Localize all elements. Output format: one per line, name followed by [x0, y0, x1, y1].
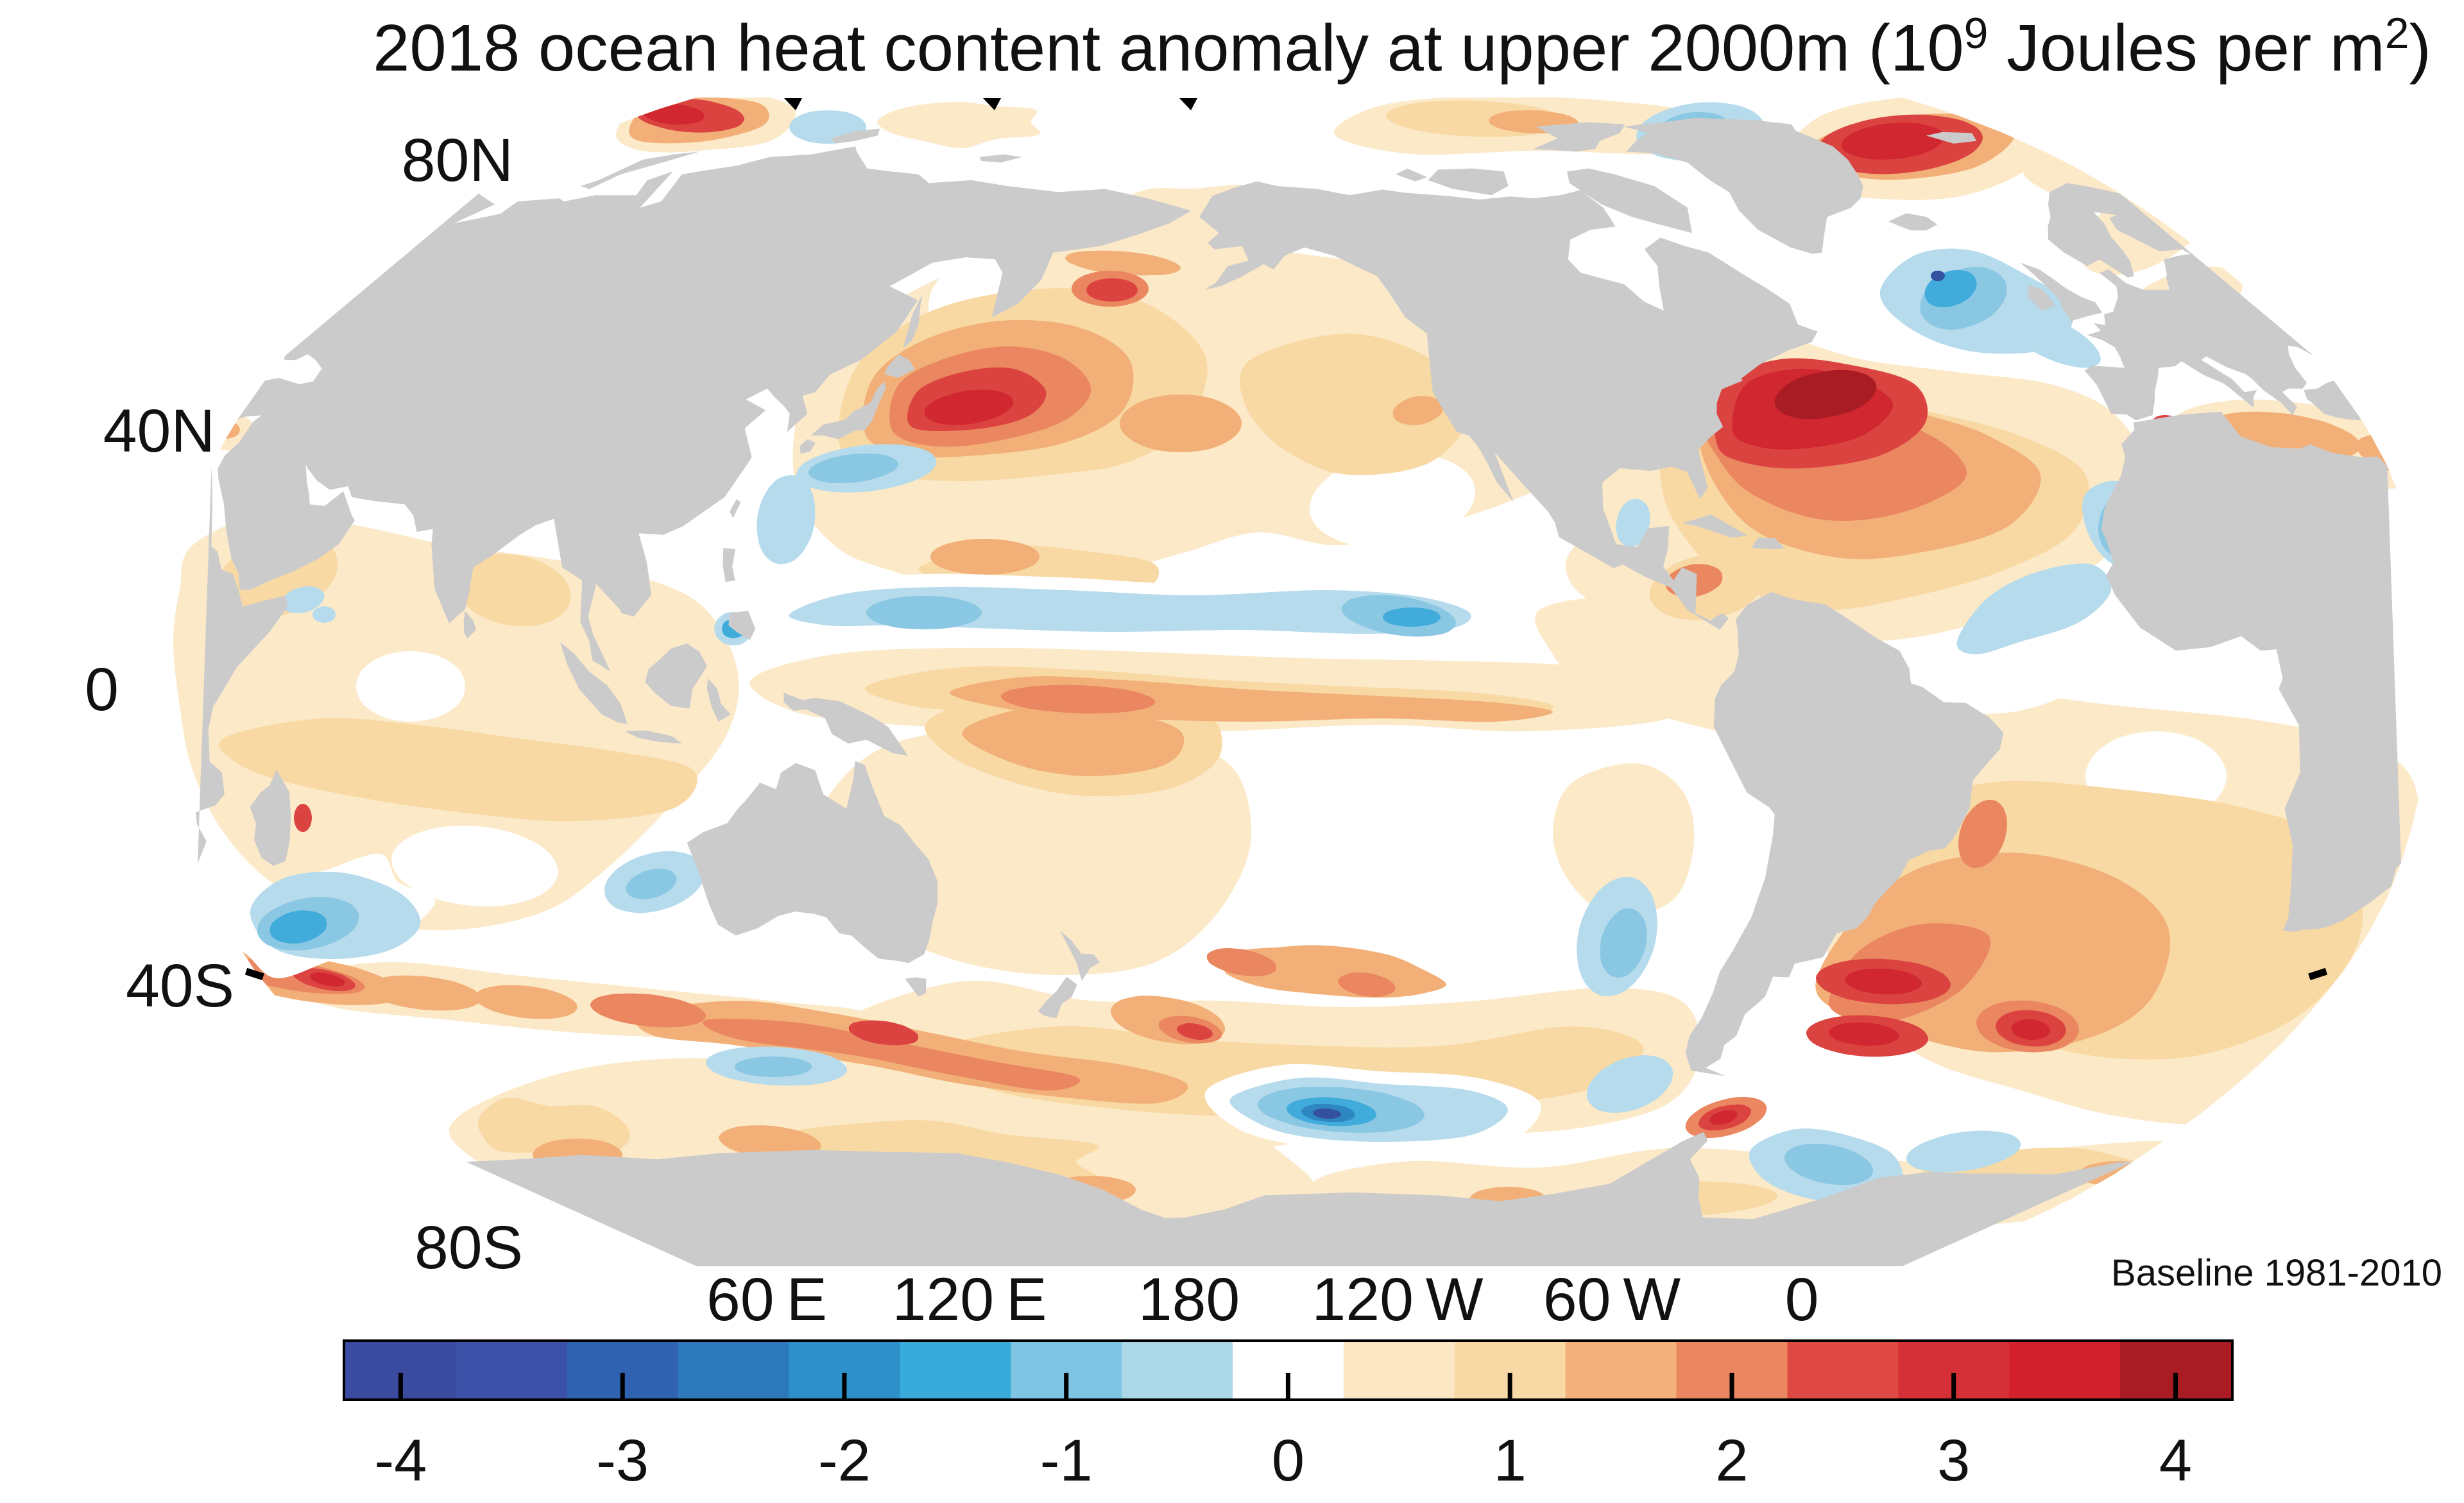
svg-text:3: 3 [1937, 1428, 1970, 1493]
svg-text:1: 1 [1494, 1428, 1527, 1493]
svg-text:120 W: 120 W [1312, 1266, 1484, 1334]
svg-text:180: 180 [1138, 1266, 1240, 1334]
svg-text:2: 2 [1715, 1428, 1748, 1493]
svg-text:80N: 80N [402, 126, 513, 194]
svg-text:Baseline 1981-2010: Baseline 1981-2010 [2111, 1252, 2442, 1294]
svg-text:0: 0 [85, 656, 119, 724]
svg-text:60 W: 60 W [1543, 1266, 1681, 1334]
svg-text:0: 0 [1272, 1428, 1305, 1493]
svg-text:0: 0 [1785, 1266, 1819, 1334]
svg-text:-1: -1 [1040, 1428, 1093, 1493]
svg-text:-3: -3 [596, 1428, 649, 1493]
svg-text:-4: -4 [374, 1428, 427, 1493]
svg-text:60 E: 60 E [706, 1266, 827, 1334]
svg-text:40N: 40N [103, 397, 215, 465]
svg-text:2018 ocean heat content anomal: 2018 ocean heat content anomaly at upper… [373, 9, 2431, 85]
svg-text:80S: 80S [415, 1214, 523, 1282]
svg-text:120 E: 120 E [893, 1266, 1047, 1334]
svg-text:4: 4 [2159, 1428, 2192, 1493]
svg-text:40S: 40S [126, 952, 234, 1020]
svg-text:-2: -2 [818, 1428, 871, 1493]
